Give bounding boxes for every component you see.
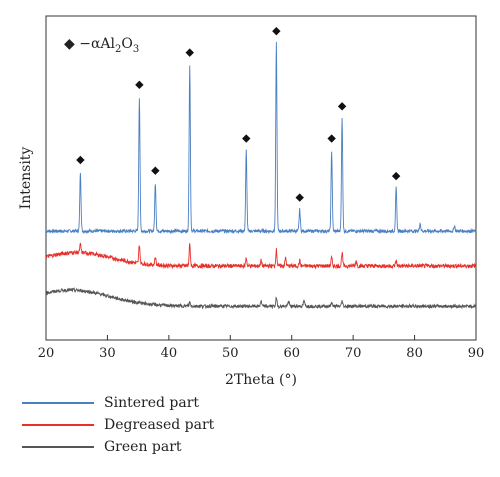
legend: Sintered part Degreased part Green part — [22, 392, 214, 458]
peak-marker-diamond — [327, 134, 336, 143]
x-tick-label: 30 — [99, 346, 116, 361]
legend-label-sintered: Sintered part — [104, 395, 200, 411]
peak-marker-diamond — [76, 155, 85, 165]
annotation-prefix: −αAl — [75, 36, 116, 52]
annotation-marker: ◆ — [64, 36, 75, 52]
plot-frame — [45, 15, 477, 341]
series-line-degreased-part — [45, 242, 477, 270]
phase-annotation: ◆ −αAl2O3 — [64, 36, 139, 55]
legend-swatch-sintered — [22, 402, 94, 404]
peak-marker-diamond — [391, 171, 401, 181]
annotation-sub2: 3 — [133, 44, 139, 55]
annotation-text: ◆ −αAl2O3 — [64, 36, 139, 55]
series-layer — [45, 41, 477, 310]
x-tick-label: 40 — [161, 346, 178, 361]
legend-item-degreased: Degreased part — [22, 414, 214, 436]
peak-marker-diamond — [337, 102, 347, 111]
peak-markers — [76, 26, 401, 202]
xrd-chart: 20 30 40 50 60 70 80 90 ◆ −αAl2O3 2Theta (°) In… — [18, 15, 485, 388]
legend-label-green: Green part — [104, 439, 182, 455]
x-ticks: 20 30 40 50 60 70 80 90 — [38, 335, 485, 361]
y-axis-label: Intensity — [18, 147, 34, 210]
peak-marker-diamond — [272, 26, 281, 36]
legend-label-degreased: Degreased part — [104, 417, 215, 433]
peak-marker-diamond — [151, 166, 160, 175]
x-tick-label: 60 — [283, 346, 300, 361]
x-tick-label: 90 — [468, 346, 485, 361]
legend-item-green: Green part — [22, 436, 214, 458]
peak-marker-diamond — [295, 193, 304, 202]
peak-marker-diamond — [185, 48, 194, 57]
annotation-sub1: 2 — [115, 44, 121, 55]
series-line-sintered-part — [45, 41, 477, 235]
x-tick-label: 50 — [222, 346, 239, 361]
x-tick-label: 80 — [406, 346, 423, 361]
annotation-mid: O — [121, 36, 132, 52]
series-line-green-part — [45, 286, 477, 310]
legend-swatch-green — [22, 446, 94, 448]
x-tick-label: 20 — [38, 346, 55, 361]
legend-swatch-degreased — [22, 424, 94, 426]
peak-marker-diamond — [242, 134, 251, 143]
x-tick-label: 70 — [345, 346, 362, 361]
legend-item-sintered: Sintered part — [22, 392, 214, 414]
peak-marker-diamond — [135, 80, 144, 90]
x-axis-label: 2Theta (°) — [225, 372, 297, 388]
